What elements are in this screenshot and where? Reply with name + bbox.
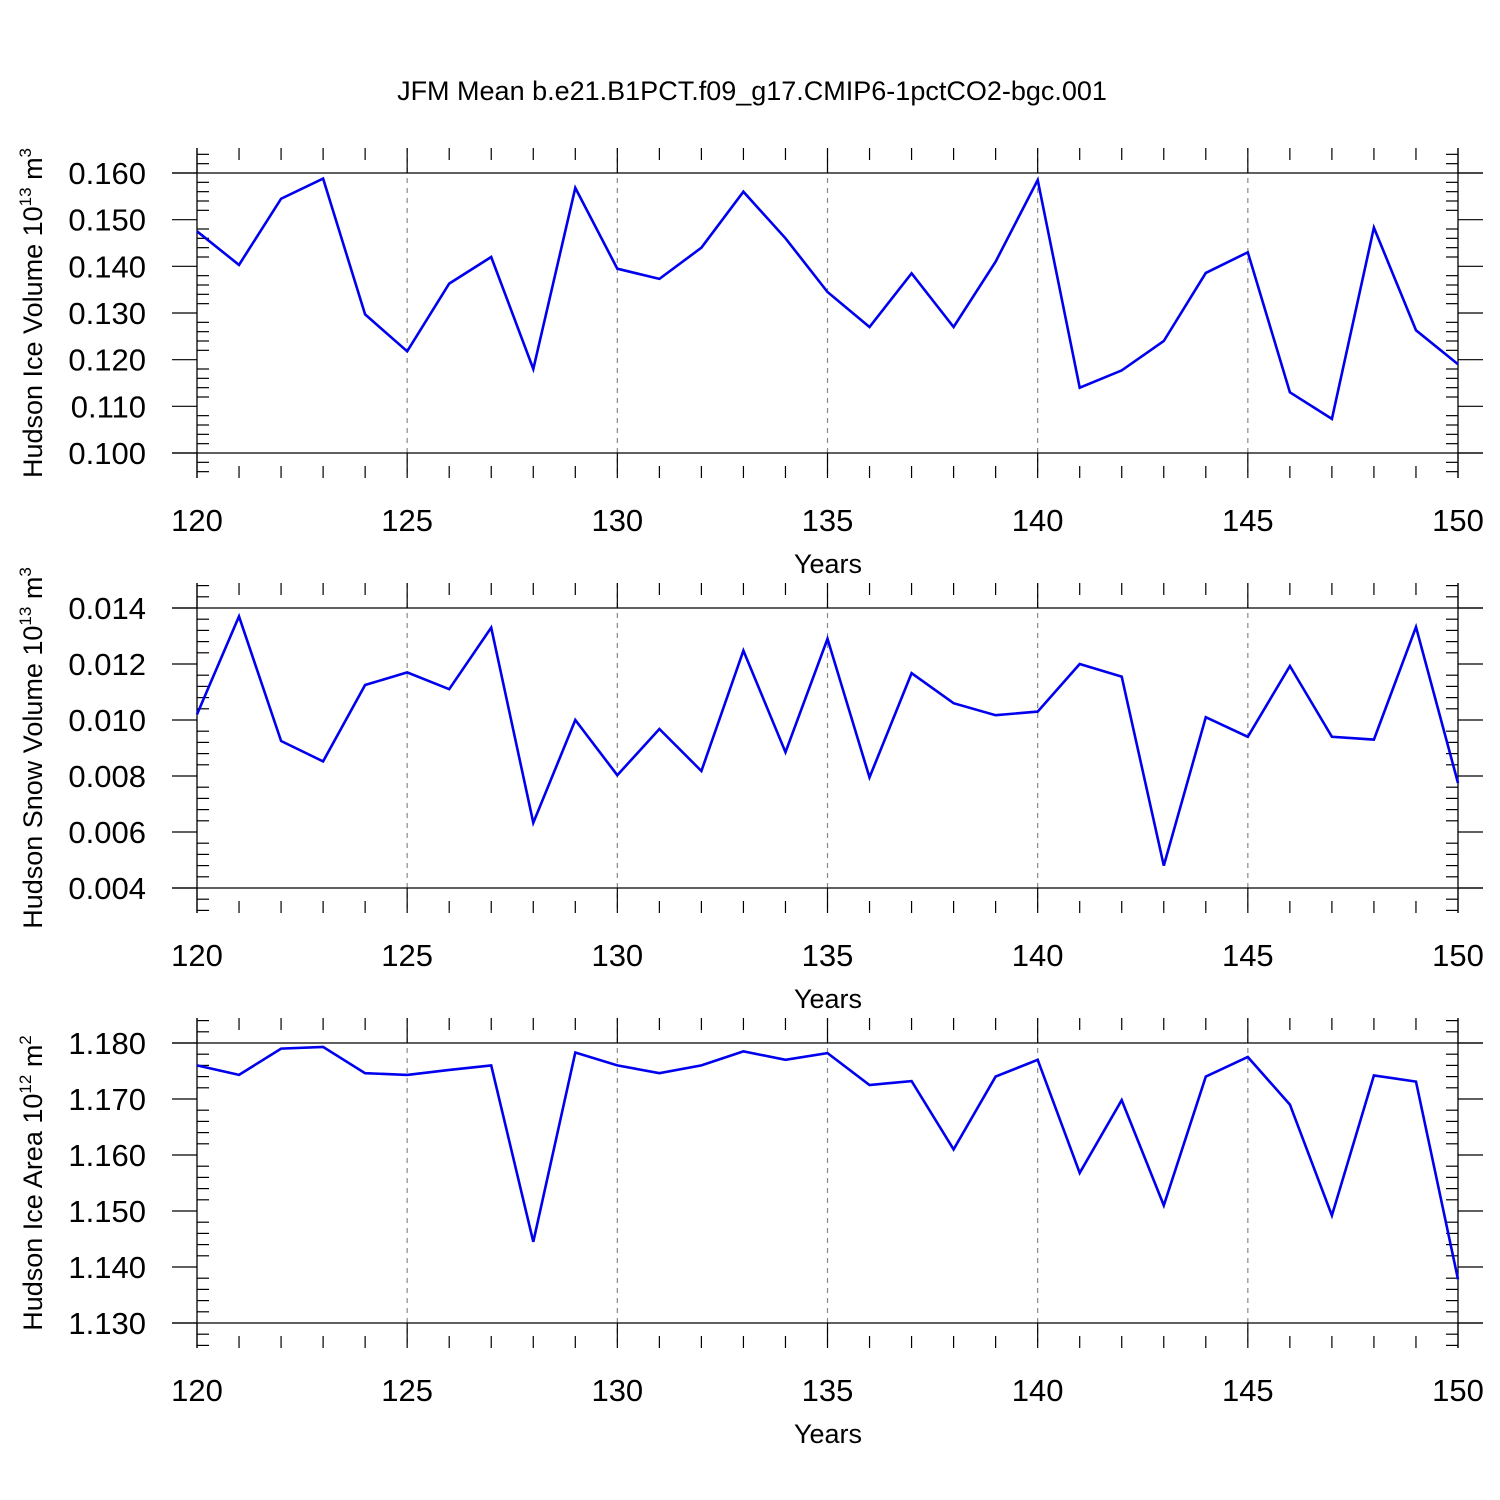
y-tick-label: 1.170 xyxy=(68,1082,146,1117)
x-tick-label: 125 xyxy=(381,503,433,538)
y-axis-title-superscript: 3 xyxy=(16,567,35,576)
y-tick-label: 1.140 xyxy=(68,1250,146,1285)
x-tick-label: 145 xyxy=(1222,938,1274,973)
y-tick-label: 1.150 xyxy=(68,1194,146,1229)
x-tick-label: 135 xyxy=(802,503,854,538)
y-axis-title-text: m xyxy=(18,157,48,187)
x-tick-label: 140 xyxy=(1012,1373,1064,1408)
x-tick-label: 125 xyxy=(381,1373,433,1408)
y-tick-label: 0.120 xyxy=(68,343,146,378)
y-tick-label: 0.150 xyxy=(68,203,146,238)
y-axis-title: Hudson Ice Area 1012 m2 xyxy=(16,1035,48,1331)
x-axis-title: Years xyxy=(794,1419,862,1449)
y-ticks xyxy=(172,153,1483,473)
y-axis-title-text: Hudson Ice Volume 10 xyxy=(18,206,48,478)
y-axis-title-text: m xyxy=(18,1045,48,1075)
y-tick-label: 0.012 xyxy=(68,647,146,682)
x-tick-label: 145 xyxy=(1222,1373,1274,1408)
x-tick-label: 150 xyxy=(1432,503,1484,538)
grid xyxy=(406,148,1249,478)
figure-title: JFM Mean b.e21.B1PCT.f09_g17.CMIP6-1pctC… xyxy=(397,76,1107,106)
y-tick-label: 1.130 xyxy=(68,1306,146,1341)
grid xyxy=(406,583,1249,913)
y-axis-title-text: m xyxy=(18,577,48,607)
data-points xyxy=(196,616,1459,866)
x-tick-label: 130 xyxy=(591,938,643,973)
data-points xyxy=(196,178,1459,419)
y-tick-label: 0.008 xyxy=(68,759,146,794)
y-tick-label: 0.130 xyxy=(68,296,146,331)
x-tick-label: 120 xyxy=(171,503,223,538)
y-tick-label: 1.180 xyxy=(68,1026,146,1061)
x-tick-label: 130 xyxy=(591,503,643,538)
y-tick-label: 0.140 xyxy=(68,249,146,284)
y-axis-title: Hudson Snow Volume 1013 m3 xyxy=(16,567,48,929)
y-tick-label: 0.004 xyxy=(68,871,146,906)
x-tick-label: 135 xyxy=(802,938,854,973)
y-axis-title-superscript: 13 xyxy=(16,187,35,206)
panel-snow-volume: 0.004 0.006 0.008 0.010 0.012 0.014 120 125 130 1… xyxy=(16,567,1484,1014)
x-axis-title: Years xyxy=(794,549,862,579)
y-tick-label: 1.160 xyxy=(68,1138,146,1173)
y-axis-title-superscript: 13 xyxy=(16,607,35,626)
x-tick-label: 130 xyxy=(591,1373,643,1408)
x-tick-label: 145 xyxy=(1222,503,1274,538)
x-tick-label: 150 xyxy=(1432,938,1484,973)
y-ticks xyxy=(172,584,1483,912)
y-axis-title-superscript: 2 xyxy=(16,1035,35,1044)
y-tick-label: 0.110 xyxy=(71,389,146,424)
x-tick-label: 135 xyxy=(802,1373,854,1408)
x-tick-label: 125 xyxy=(381,938,433,973)
y-tick-label: 0.006 xyxy=(68,815,146,850)
grid xyxy=(406,1018,1249,1348)
series-line xyxy=(196,1045,1460,1280)
y-axis-title-text: Hudson Snow Volume 10 xyxy=(18,626,48,929)
x-ticks xyxy=(196,148,1459,478)
x-ticks xyxy=(196,583,1459,913)
y-ticks xyxy=(172,1019,1483,1347)
y-axis-title-text: Hudson Ice Area 10 xyxy=(18,1094,48,1331)
y-tick-label: 0.160 xyxy=(68,156,146,191)
y-tick-label: 0.014 xyxy=(68,591,146,626)
x-tick-label: 120 xyxy=(171,1373,223,1408)
x-tick-label: 120 xyxy=(171,938,223,973)
x-tick-label: 140 xyxy=(1012,503,1064,538)
x-tick-label: 150 xyxy=(1432,1373,1484,1408)
panel-ice-volume: 0.100 0.110 0.120 0.130 0.140 0.150 0.160 120 12… xyxy=(16,148,1484,579)
panels: 0.100 0.110 0.120 0.130 0.140 0.150 0.160 120 12… xyxy=(16,148,1484,1449)
y-axis-title-superscript: 12 xyxy=(16,1075,35,1094)
y-tick-label: 0.100 xyxy=(68,436,146,471)
y-tick-label: 0.010 xyxy=(68,703,146,738)
panel-ice-area: 1.130 1.140 1.150 1.160 1.170 1.180 120 125 130 1… xyxy=(16,1018,1484,1449)
data-points xyxy=(196,1046,1459,1280)
y-axis-title-superscript: 3 xyxy=(16,148,35,157)
y-axis-title: Hudson Ice Volume 1013 m3 xyxy=(16,148,48,478)
x-ticks xyxy=(196,1018,1459,1348)
x-axis-title: Years xyxy=(794,984,862,1014)
x-tick-label: 140 xyxy=(1012,938,1064,973)
